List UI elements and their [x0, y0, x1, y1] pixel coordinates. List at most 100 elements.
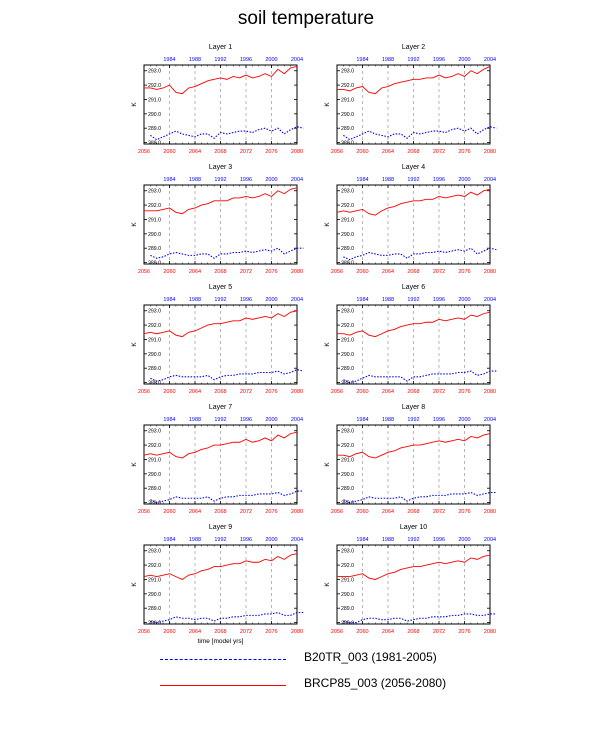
x-tick-label-top: 1988 [382, 297, 394, 303]
series-line-b20tr [343, 126, 497, 141]
x-tick-label-top: 1996 [240, 177, 252, 183]
y-tick-label: 289.0 [148, 246, 161, 252]
x-tick-label-top: 2000 [265, 177, 277, 183]
x-tick-label-bottom: 2080 [291, 509, 303, 515]
y-tick-label: 291.0 [148, 577, 161, 583]
y-tick-label: 293.0 [341, 69, 354, 75]
x-tick-label-top: 1996 [240, 297, 252, 303]
y-tick-label: 289.0 [148, 486, 161, 492]
series-line-brcp85 [337, 66, 491, 95]
y-tick-label: 288.0 [148, 381, 161, 387]
x-tick-label-top: 1996 [433, 537, 445, 543]
y-tick-label: 290.0 [341, 472, 354, 478]
x-tick-label-top: 1992 [407, 297, 419, 303]
y-tick-label: 290.0 [148, 112, 161, 118]
y-tick-label: 292.0 [148, 443, 161, 449]
y-axis-label: K [131, 462, 138, 467]
x-tick-label-top: 1984 [163, 537, 175, 543]
panel-title: Layer 4 [402, 164, 425, 171]
x-tick-label-bottom: 2056 [331, 509, 343, 515]
panel-layer-6: Layer 6 2056 2060 2064 2068 2072 2076 2080 1984 1… [324, 284, 497, 395]
x-tick-label-bottom: 2072 [433, 269, 445, 275]
series-line-b20tr [343, 370, 497, 384]
y-tick-label: 291.0 [341, 217, 354, 223]
legend-label-b20tr: B20TR_003 (1981-2005) [304, 650, 437, 664]
x-tick-label-top: 1996 [433, 417, 445, 423]
x-tick-label-bottom: 2064 [382, 269, 394, 275]
x-tick-label-bottom: 2064 [382, 389, 394, 395]
x-tick-label-bottom: 2076 [265, 389, 277, 395]
series-line-b20tr [343, 613, 497, 624]
y-tick-label: 291.0 [148, 337, 161, 343]
y-axis-label: K [131, 582, 138, 587]
panel-layer-7: Layer 7 2056 2060 2064 2068 2072 2076 2080 1984 1… [131, 404, 304, 515]
x-tick-label-bottom: 2076 [265, 509, 277, 515]
y-axis-label: K [131, 102, 138, 107]
x-tick-label-top: 1984 [163, 417, 175, 423]
panel-title: Layer 5 [209, 284, 232, 291]
x-tick-label-top: 1984 [356, 417, 368, 423]
x-tick-label-top: 2004 [291, 177, 303, 183]
x-tick-label-bottom: 2080 [484, 509, 496, 515]
series-line-b20tr [150, 126, 304, 141]
panel-layer-5: Layer 5 2056 2060 2064 2068 2072 2076 2080 1984 1… [131, 284, 304, 395]
x-tick-label-bottom: 2060 [163, 149, 175, 155]
x-tick-label-bottom: 2060 [356, 269, 368, 275]
x-axis-label: time [model yrs] [198, 638, 244, 645]
chart-title: soil temperature [237, 8, 375, 29]
x-tick-label-bottom: 2056 [138, 629, 150, 635]
x-tick-label-top: 1992 [214, 57, 226, 63]
x-tick-label-bottom: 2076 [265, 149, 277, 155]
x-tick-label-bottom: 2068 [407, 629, 419, 635]
y-tick-label: 293.0 [148, 189, 161, 195]
panel-title: Layer 10 [400, 524, 427, 531]
x-tick-label-bottom: 2076 [265, 269, 277, 275]
x-tick-label-top: 2000 [458, 177, 470, 183]
y-tick-label: 290.0 [148, 352, 161, 358]
y-tick-label: 289.0 [341, 126, 354, 132]
panel-layer-8: Layer 8 2056 2060 2064 2068 2072 2076 2080 1984 1… [324, 404, 497, 515]
x-tick-label-top: 1984 [163, 177, 175, 183]
y-tick-label: 289.0 [341, 606, 354, 612]
y-tick-label: 292.0 [148, 323, 161, 329]
panel-layer-1: Layer 1 2056 2060 2064 2068 2072 2076 2080 1984 1… [131, 44, 304, 155]
x-tick-label-top: 2004 [484, 57, 496, 63]
x-tick-label-top: 2004 [484, 537, 496, 543]
y-tick-label: 292.0 [148, 203, 161, 209]
y-tick-label: 293.0 [341, 549, 354, 555]
y-tick-label: 290.0 [148, 472, 161, 478]
panel-layer-3: Layer 3 2056 2060 2064 2068 2072 2076 2080 1984 1… [131, 164, 304, 275]
x-tick-label-bottom: 2064 [382, 509, 394, 515]
x-tick-label-bottom: 2064 [189, 629, 201, 635]
x-tick-label-top: 2004 [484, 297, 496, 303]
x-tick-label-bottom: 2080 [484, 629, 496, 635]
y-tick-label: 290.0 [148, 232, 161, 238]
x-tick-label-top: 1988 [382, 57, 394, 63]
x-tick-label-bottom: 2064 [189, 509, 201, 515]
panel-title: Layer 9 [209, 524, 232, 531]
x-tick-label-bottom: 2076 [265, 629, 277, 635]
x-tick-label-bottom: 2056 [138, 149, 150, 155]
y-tick-label: 290.0 [341, 592, 354, 598]
panel-title: Layer 3 [209, 164, 232, 171]
x-tick-label-bottom: 2080 [291, 389, 303, 395]
series-line-brcp85 [337, 554, 491, 580]
x-tick-label-bottom: 2072 [240, 629, 252, 635]
x-tick-label-bottom: 2060 [356, 629, 368, 635]
x-tick-label-bottom: 2072 [240, 389, 252, 395]
x-tick-label-bottom: 2060 [163, 389, 175, 395]
panel-layer-2: Layer 2 2056 2060 2064 2068 2072 2076 2080 1984 1… [324, 44, 497, 155]
y-axis-label: K [324, 462, 331, 467]
series-line-b20tr [150, 490, 304, 504]
legend-label-brcp85: BRCP85_003 (2056-2080) [304, 676, 447, 690]
y-tick-label: 288.0 [148, 141, 161, 147]
y-axis-label: K [131, 342, 138, 347]
x-tick-label-top: 1988 [189, 537, 201, 543]
y-tick-label: 288.0 [341, 261, 354, 267]
x-tick-label-bottom: 2068 [407, 149, 419, 155]
y-tick-label: 291.0 [148, 217, 161, 223]
series-line-b20tr [150, 611, 304, 624]
x-tick-label-bottom: 2068 [214, 389, 226, 395]
x-tick-label-bottom: 2072 [433, 509, 445, 515]
y-tick-label: 289.0 [341, 486, 354, 492]
